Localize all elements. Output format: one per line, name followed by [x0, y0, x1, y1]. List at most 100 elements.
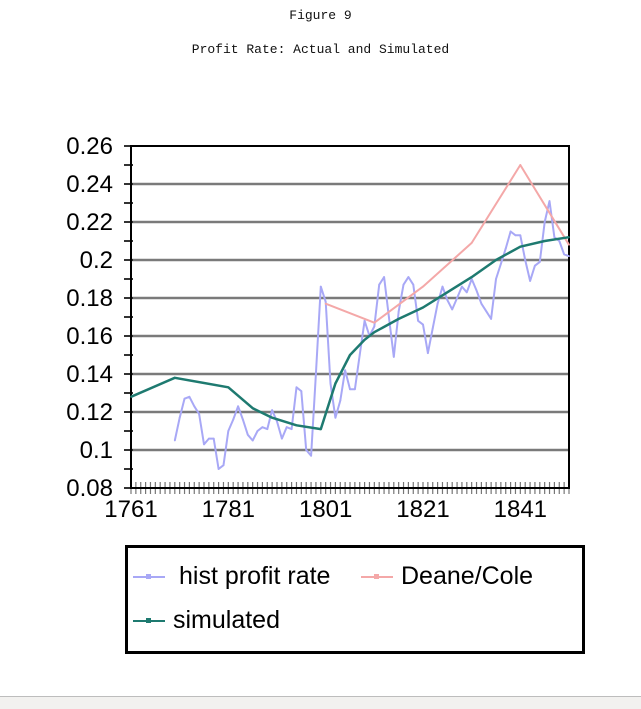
data-point: [324, 302, 327, 305]
line-chart: 0.260.240.220.20.180.160.140.120.10.0817…: [66, 133, 570, 523]
data-point: [232, 418, 235, 421]
series-line-simulated: [130, 235, 570, 431]
data-point: [358, 354, 361, 356]
data-point: [563, 253, 566, 256]
y-tick-label: 0.24: [66, 171, 113, 198]
data-point: [203, 443, 205, 446]
data-point: [392, 356, 395, 358]
data-point: [422, 285, 424, 288]
data-point: [373, 325, 376, 328]
data-point: [422, 323, 424, 326]
x-tick-label: 1841: [494, 496, 547, 523]
data-point: [499, 262, 502, 265]
figure-label: Figure 9: [289, 8, 352, 23]
series-line-deane-cole: [325, 164, 570, 324]
data-point: [383, 276, 385, 278]
y-tick-label: 0.26: [66, 133, 113, 160]
data-point: [334, 416, 337, 419]
data-point: [514, 234, 517, 237]
data-point: [538, 261, 541, 263]
data-point: [315, 373, 317, 375]
data-point: [276, 420, 278, 423]
data-point: [388, 316, 390, 318]
plot-frame: [130, 145, 570, 489]
data-point: [363, 319, 366, 322]
data-point: [480, 302, 483, 305]
data-point: [271, 409, 274, 411]
data-point: [509, 230, 512, 233]
data-point: [353, 388, 356, 391]
data-point: [183, 397, 186, 400]
data-point: [349, 354, 351, 356]
data-point: [451, 308, 454, 311]
data-point: [446, 291, 449, 294]
data-point: [280, 437, 283, 440]
data-point: [465, 291, 468, 294]
x-tick-label: 1821: [396, 496, 449, 523]
data-point: [558, 240, 561, 242]
data-point: [553, 236, 556, 239]
data-point: [251, 439, 254, 442]
data-point: [534, 264, 536, 267]
data-point: [173, 376, 176, 379]
legend-item-hist: hist profit rate: [133, 562, 330, 591]
data-point: [519, 164, 522, 166]
data-point: [217, 468, 220, 470]
data-point: [227, 386, 230, 389]
data-point: [212, 437, 215, 440]
y-tick-label: 0.14: [66, 361, 113, 388]
data-point: [519, 234, 522, 237]
data-point: [349, 388, 351, 391]
legend-label: simulated: [173, 606, 280, 634]
data-point: [188, 395, 191, 398]
data-point: [130, 395, 132, 398]
data-point: [524, 259, 527, 261]
data-point: [295, 424, 298, 427]
x-tick-label: 1781: [202, 496, 255, 523]
data-point: [543, 221, 546, 223]
data-point: [397, 318, 400, 320]
legend-item-simulated: simulated: [133, 606, 280, 635]
data-point: [324, 300, 327, 303]
y-tick-label: 0.22: [66, 209, 113, 236]
data-point: [198, 413, 201, 415]
data-point: [456, 297, 458, 299]
data-point: [495, 259, 497, 261]
y-tick-label: 0.08: [66, 475, 113, 502]
y-tick-label: 0.18: [66, 285, 113, 312]
x-tick-label: 1801: [299, 496, 352, 523]
y-tick-label: 0.16: [66, 323, 113, 350]
data-point: [402, 283, 405, 286]
data-point: [446, 299, 449, 301]
data-point: [441, 285, 444, 288]
data-point: [222, 464, 225, 467]
legend-label: Deane/Cole: [401, 562, 534, 590]
data-point: [426, 352, 429, 354]
data-point: [237, 405, 239, 408]
data-point: [373, 321, 376, 324]
data-point: [475, 289, 478, 292]
data-point: [568, 243, 570, 246]
data-point: [266, 428, 269, 430]
data-point: [319, 428, 322, 430]
data-point: [310, 454, 312, 457]
chart-title: Profit Rate: Actual and Simulated: [191, 42, 450, 57]
legend-swatch-deane-cole: [361, 574, 393, 579]
legend: hist profit rate Deane/Cole simulated: [125, 545, 585, 654]
data-point: [568, 236, 570, 239]
data-point: [495, 278, 497, 280]
data-point: [397, 310, 400, 313]
data-point: [178, 416, 181, 419]
data-point: [319, 285, 322, 288]
data-point: [422, 306, 424, 309]
data-point: [300, 390, 303, 392]
data-point: [246, 433, 249, 436]
data-point: [329, 382, 332, 385]
data-point: [407, 276, 410, 278]
data-point: [470, 242, 473, 244]
data-point: [344, 369, 347, 372]
data-point: [504, 247, 507, 250]
legend-swatch-hist: [133, 574, 165, 579]
bottom-bar: [0, 696, 641, 709]
data-point: [568, 255, 570, 258]
